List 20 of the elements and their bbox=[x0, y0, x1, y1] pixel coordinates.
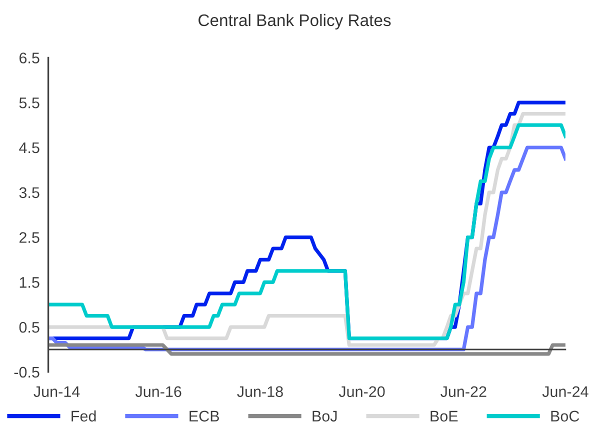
y-tick-label: -0.5 bbox=[14, 366, 40, 378]
x-tick-label: Jun-22 bbox=[440, 386, 486, 398]
x-tick-label: Jun-20 bbox=[338, 386, 385, 398]
y-tick-label: 0.5 bbox=[19, 322, 40, 333]
legend-label: BoJ bbox=[312, 410, 337, 422]
legend-label: BoC bbox=[551, 410, 580, 422]
y-tick-label: 4.5 bbox=[19, 142, 40, 154]
legend-label: ECB bbox=[190, 410, 219, 422]
y-tick-label: 3.5 bbox=[19, 187, 40, 198]
x-tick-label: Jun-14 bbox=[34, 386, 80, 398]
x-tick-label: Jun-24 bbox=[542, 386, 588, 398]
x-tick-label: Jun-16 bbox=[135, 386, 182, 398]
legend-label: BoE bbox=[430, 410, 458, 422]
y-tick-label: 2.5 bbox=[19, 232, 40, 243]
y-tick-label: 5.5 bbox=[19, 98, 40, 108]
y-tick-label: 1.5 bbox=[20, 277, 40, 288]
x-tick-label: Jun-18 bbox=[237, 386, 283, 398]
chart-title: Central Bank Policy Rates bbox=[198, 14, 391, 30]
legend-label: Fed bbox=[72, 410, 96, 422]
y-tick-label: 6.5 bbox=[20, 52, 40, 64]
